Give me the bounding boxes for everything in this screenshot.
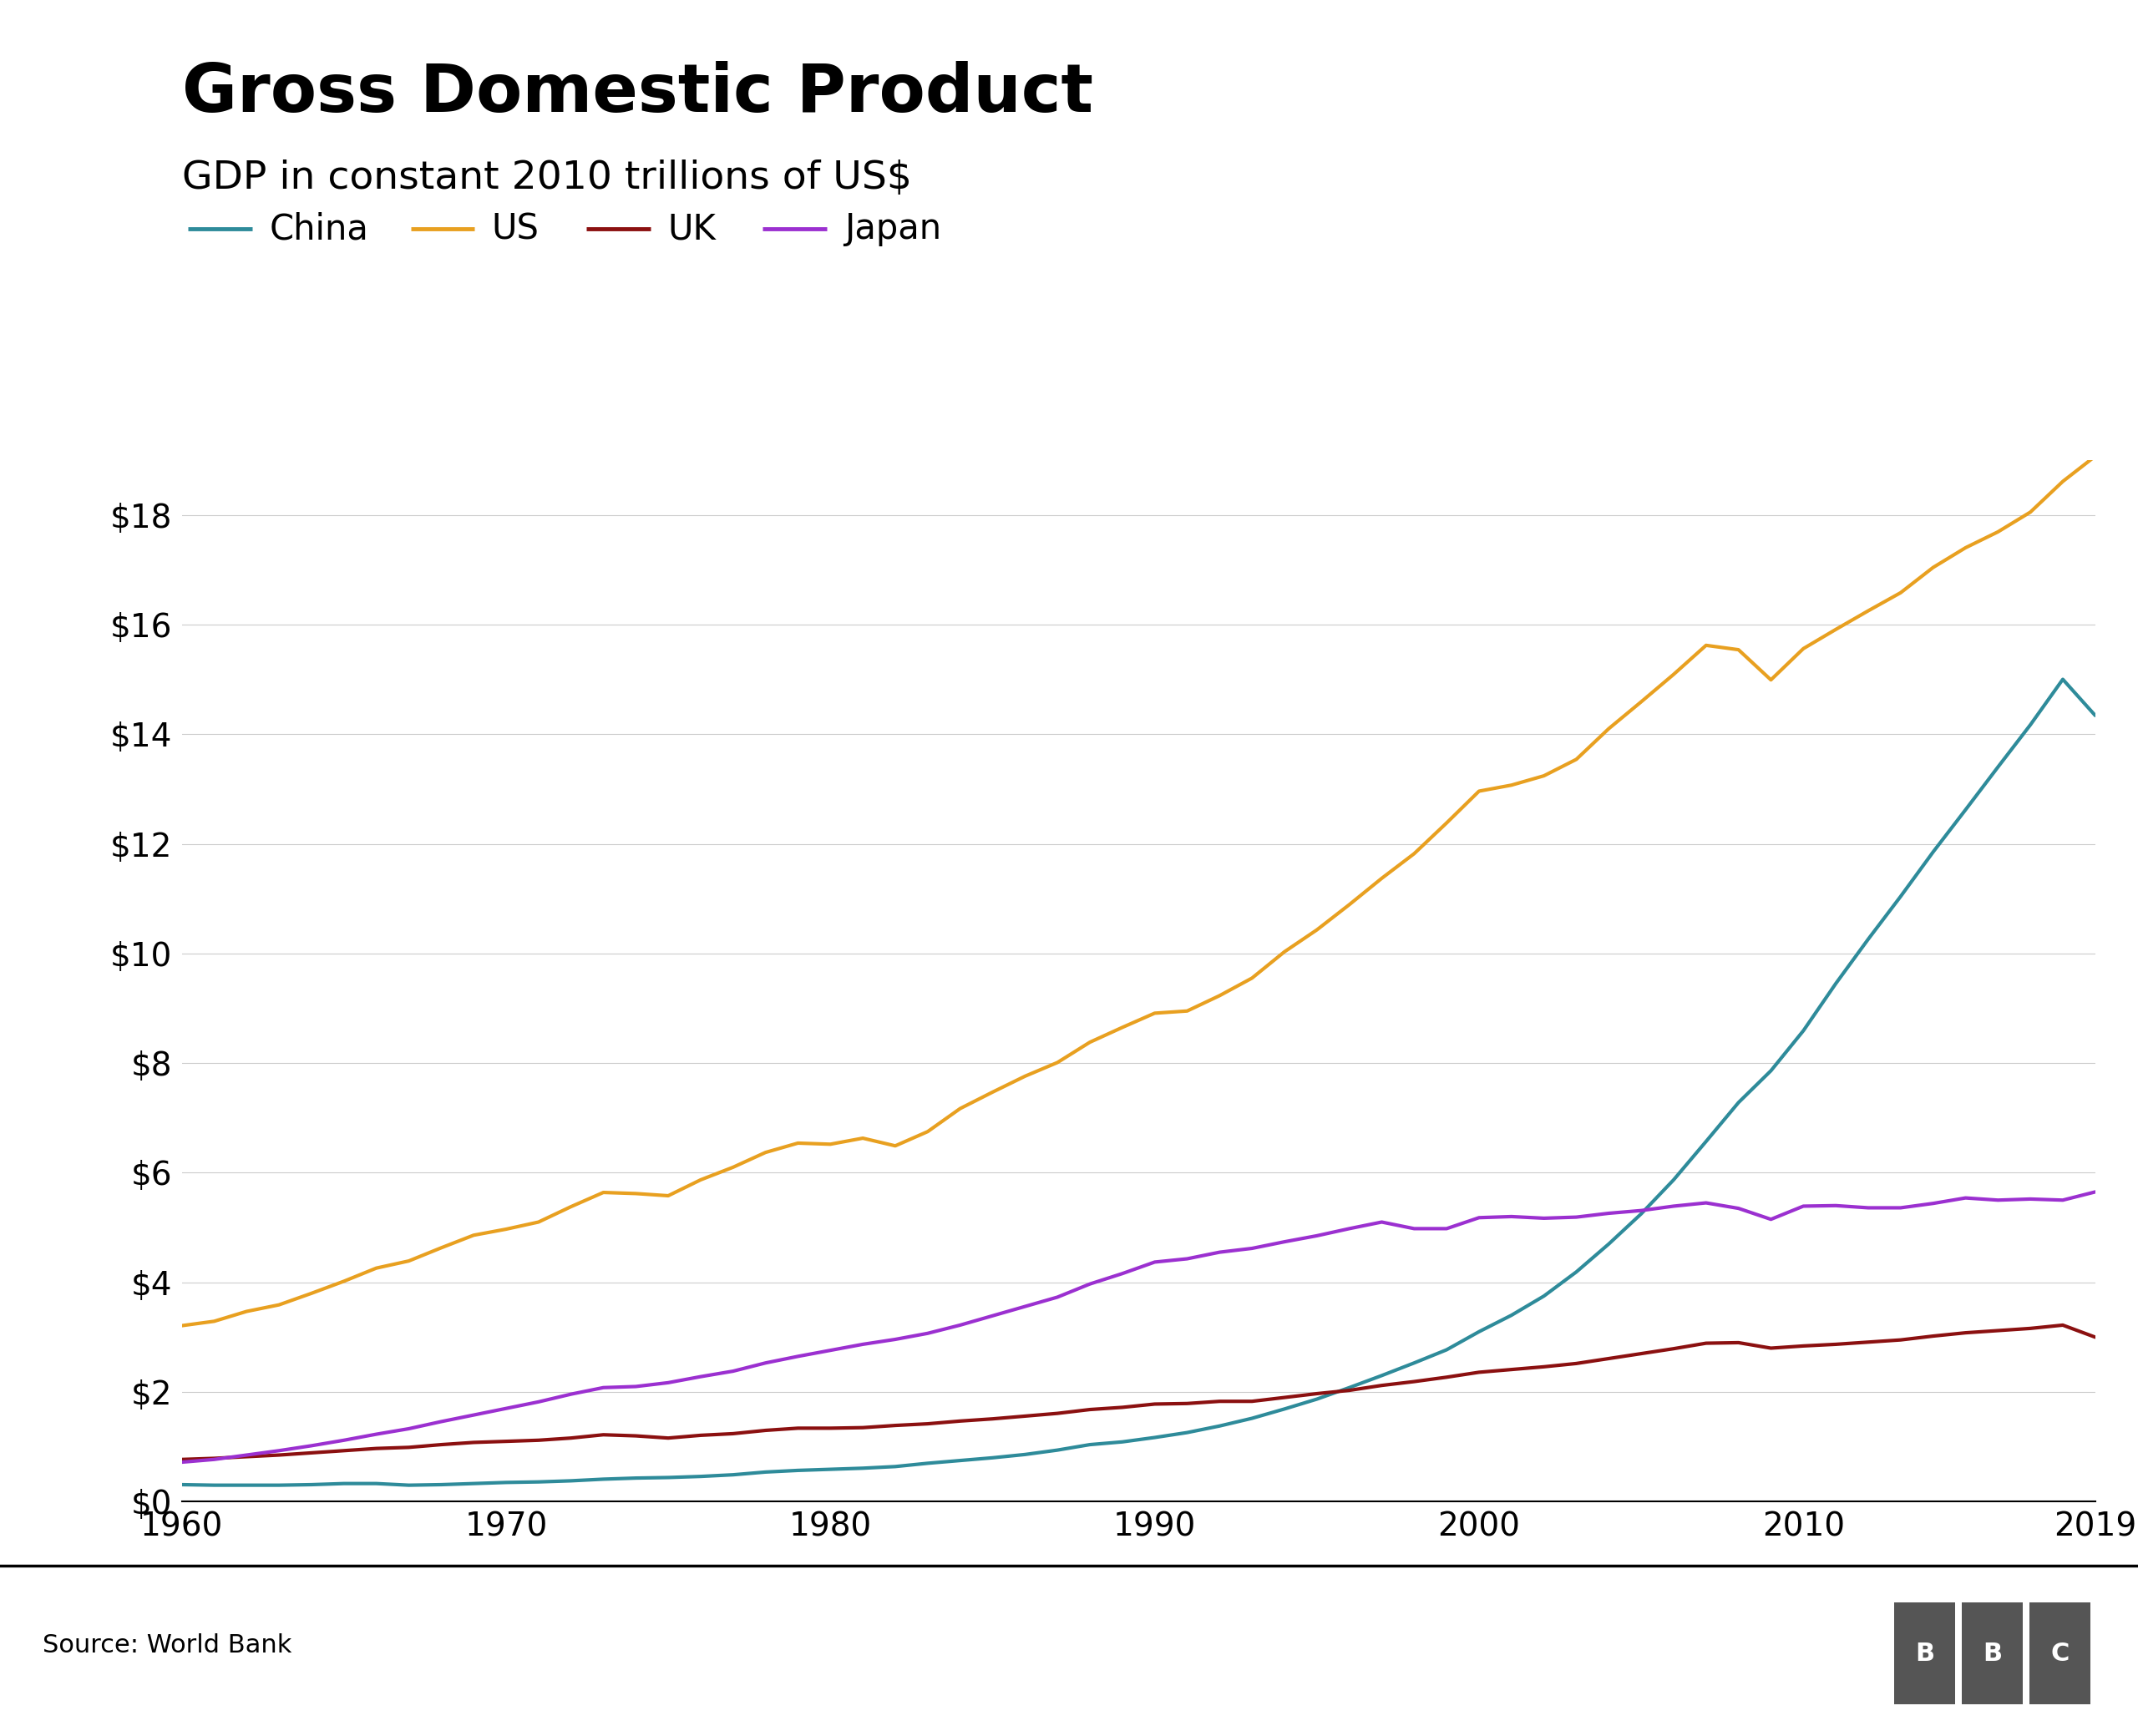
Text: Source: World Bank: Source: World Bank — [43, 1634, 293, 1658]
FancyBboxPatch shape — [2029, 1602, 2091, 1705]
Text: China: China — [269, 212, 368, 247]
Text: GDP in constant 2010 trillions of US$: GDP in constant 2010 trillions of US$ — [182, 160, 911, 198]
FancyBboxPatch shape — [1963, 1602, 2023, 1705]
Text: UK: UK — [667, 212, 716, 247]
Text: B: B — [1982, 1642, 2001, 1665]
Text: B: B — [1916, 1642, 1935, 1665]
FancyBboxPatch shape — [1894, 1602, 1954, 1705]
Text: Gross Domestic Product: Gross Domestic Product — [182, 61, 1093, 127]
Text: C: C — [2050, 1642, 2070, 1665]
Text: Japan: Japan — [845, 212, 941, 247]
Text: US: US — [492, 212, 539, 247]
